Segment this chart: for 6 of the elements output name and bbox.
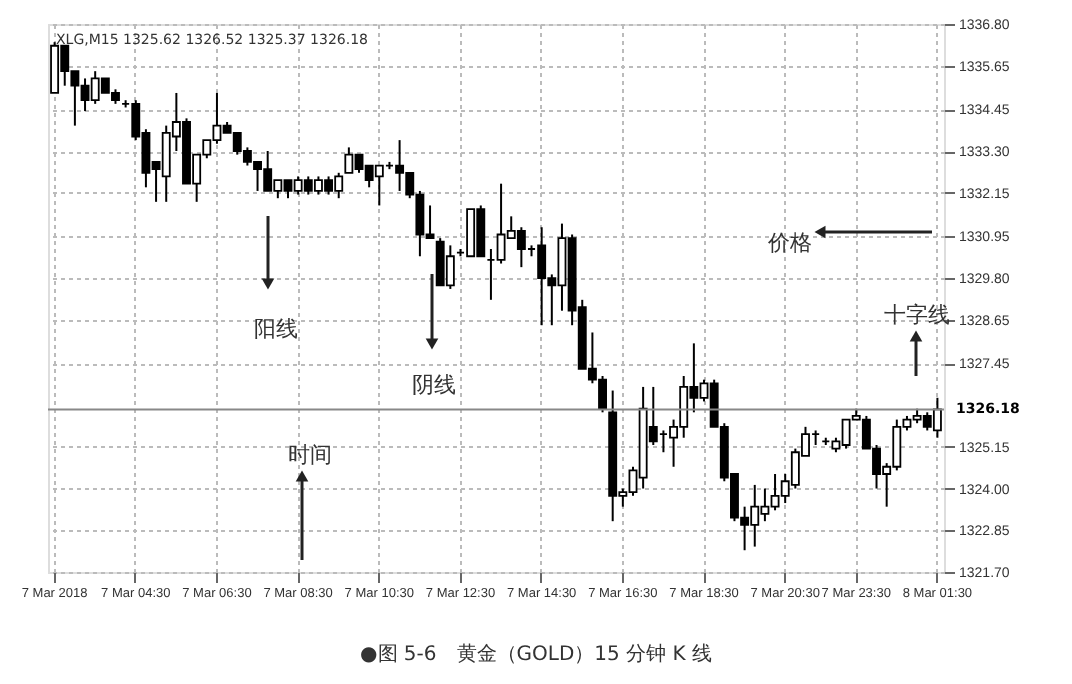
annotation: 时间 <box>288 442 332 468</box>
text: ●图 5-6 黄金（GOLD）15 分钟 K 线 <box>360 642 712 666</box>
annotation: 十字线 <box>884 302 950 328</box>
annotation: 阳线 <box>254 316 298 342</box>
annotation: 价格 <box>766 230 812 256</box>
annotation: 阴线 <box>412 372 456 398</box>
